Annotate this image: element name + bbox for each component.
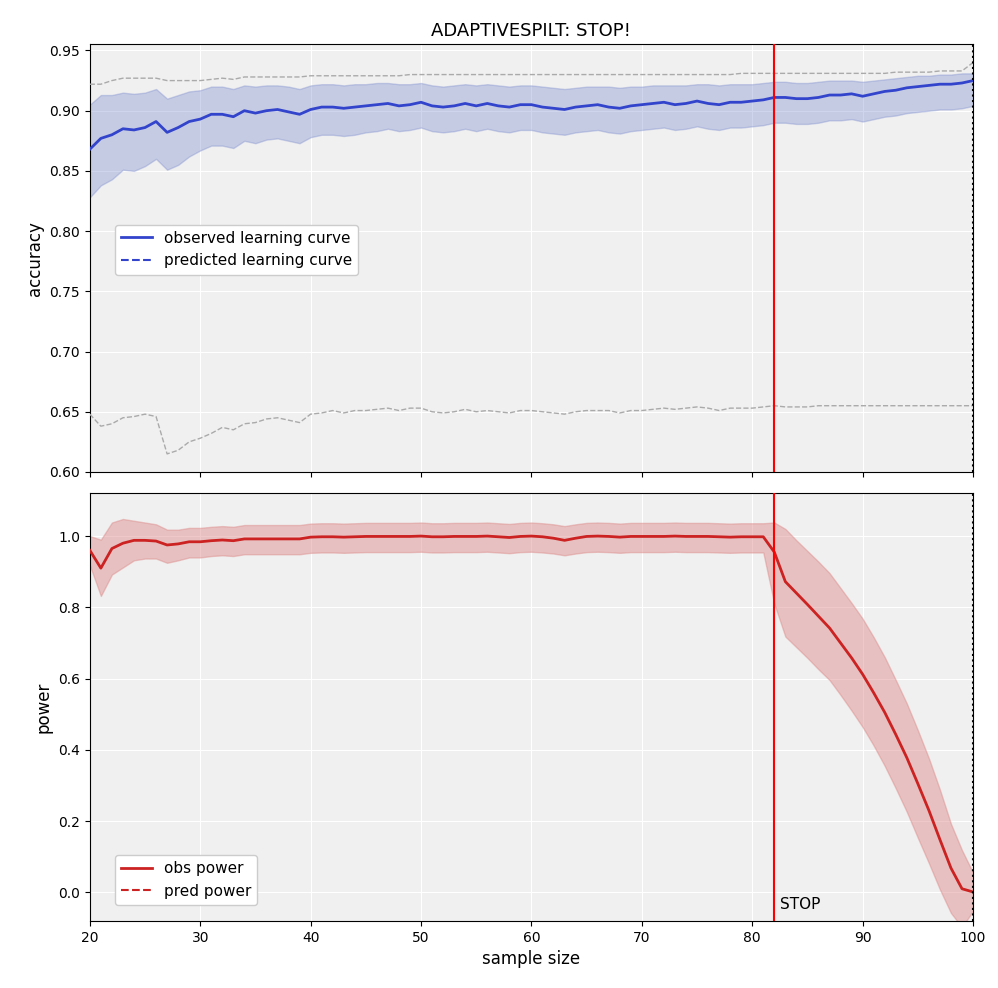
Title: ADAPTIVESPILT: STOP!: ADAPTIVESPILT: STOP!	[431, 22, 632, 41]
Y-axis label: power: power	[35, 682, 53, 733]
Legend: obs power, pred power: obs power, pred power	[115, 855, 257, 905]
Text: STOP: STOP	[779, 897, 820, 912]
Legend: observed learning curve, predicted learning curve: observed learning curve, predicted learn…	[115, 224, 358, 275]
X-axis label: sample size: sample size	[482, 950, 581, 968]
Y-axis label: accuracy: accuracy	[26, 220, 44, 295]
